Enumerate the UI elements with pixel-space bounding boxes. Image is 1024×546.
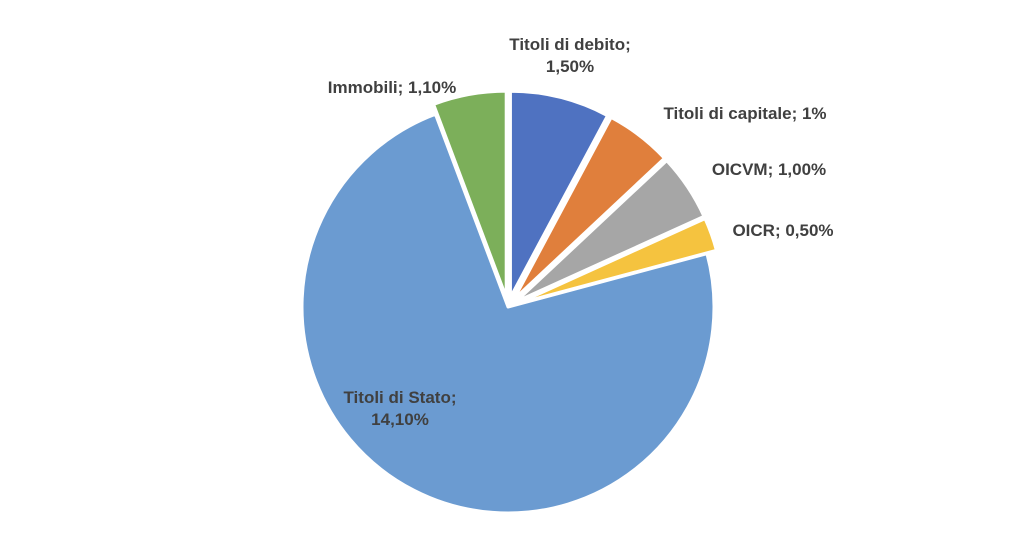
pie-slice-titoli-di-capitale [512, 115, 666, 301]
data-label-immobili: Immobili; 1,10% [328, 78, 456, 97]
data-label-titoli-di-capitale: Titoli di capitale; 1% [663, 104, 826, 123]
pie-slice-oicvm [514, 159, 706, 303]
pie-slice-titoli-di-stato [300, 112, 716, 515]
data-label-line: 1,50% [546, 57, 594, 76]
data-label-line: OICVM; 1,00% [712, 160, 826, 179]
data-label-oicvm: OICVM; 1,00% [712, 160, 826, 179]
pie-slice-immobili [432, 89, 508, 299]
pie-data-labels: Titoli di debito; 1,50% Titoli di capitale… [328, 35, 834, 429]
data-label-titoli-di-stato: Titoli di Stato; 14,10% [343, 388, 456, 429]
data-label-oicr: OICR; 0,50% [732, 221, 833, 240]
pie-slice-oicr [515, 217, 718, 306]
data-label-line: OICR; 0,50% [732, 221, 833, 240]
data-label-titoli-di-debito: Titoli di debito; 1,50% [509, 35, 631, 76]
data-label-line: Immobili; 1,10% [328, 78, 456, 97]
data-label-line: Titoli di Stato; [343, 388, 456, 407]
data-label-line: 14,10% [371, 410, 429, 429]
pie-slices [300, 89, 718, 515]
data-label-line: Titoli di debito; [509, 35, 631, 54]
pie-slice-titoli-di-debito [508, 89, 610, 299]
data-label-line: Titoli di capitale; 1% [663, 104, 826, 123]
